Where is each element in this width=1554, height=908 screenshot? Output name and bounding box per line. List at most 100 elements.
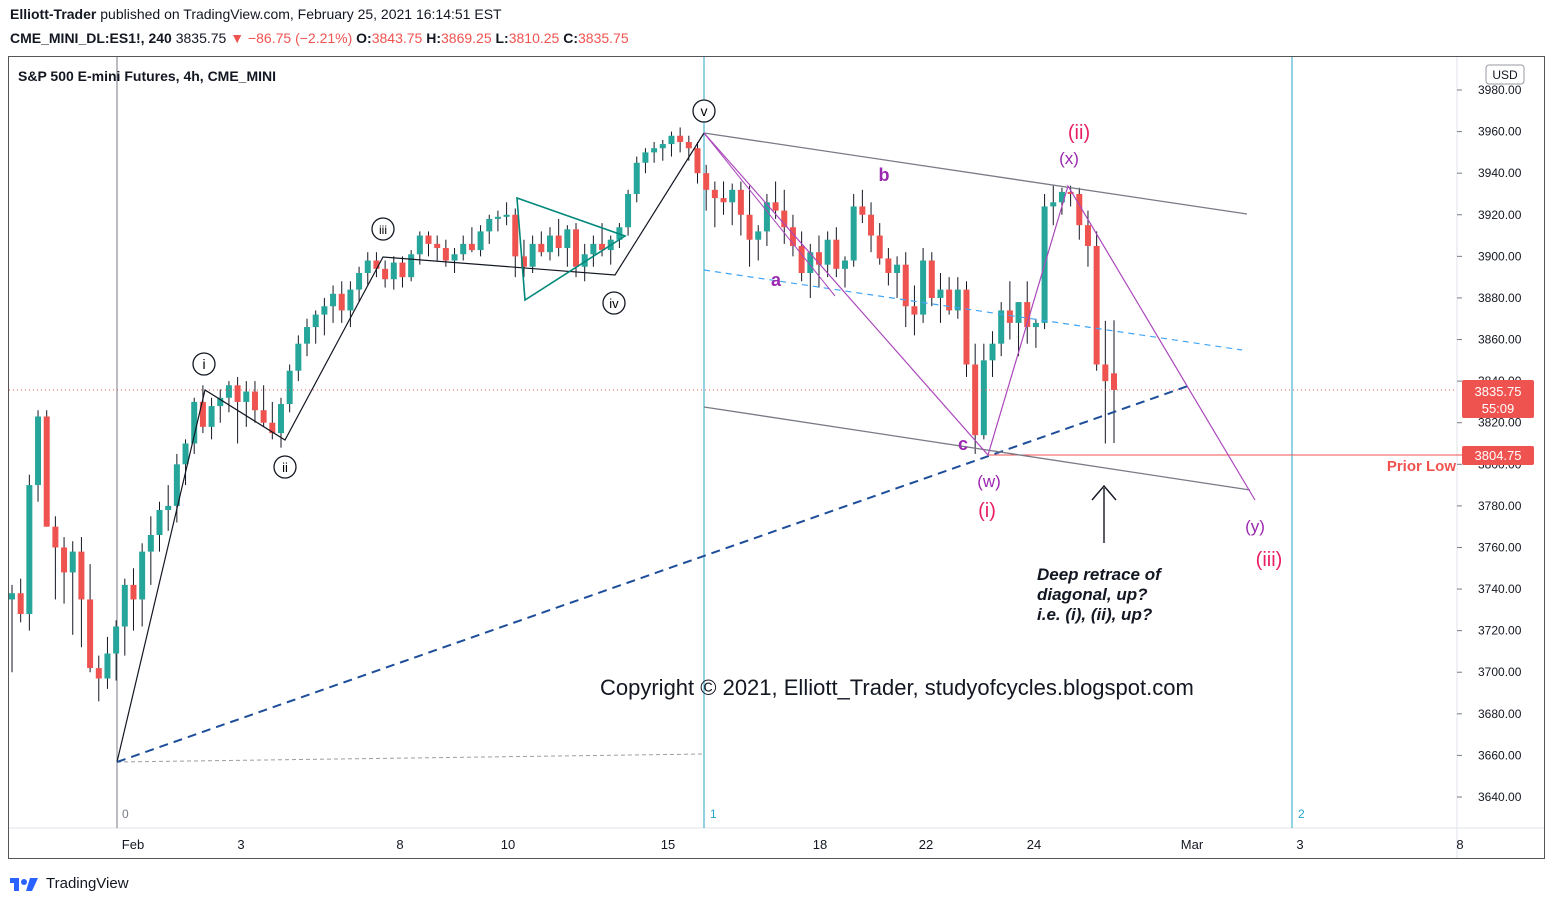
- price-tick-label: 3660.00: [1478, 748, 1522, 762]
- close-value: 3835.75: [578, 30, 629, 46]
- wave-label-paren-ii: (ii): [1068, 122, 1090, 144]
- candle: [191, 397, 198, 454]
- candle: [139, 543, 146, 627]
- support-trendline: [116, 385, 1189, 763]
- candle: [711, 181, 718, 228]
- candle: [61, 537, 68, 604]
- candle: [729, 183, 736, 226]
- candle: [954, 277, 961, 319]
- wave-label-w: (w): [977, 472, 1001, 491]
- candle: [17, 578, 24, 623]
- price-tick-label: 3880.00: [1478, 291, 1522, 305]
- candle: [546, 227, 553, 261]
- price-tick-label: 3740.00: [1478, 582, 1522, 596]
- candle: [980, 343, 987, 440]
- high-label: H:: [426, 30, 441, 46]
- candle: [477, 225, 484, 257]
- candle: [885, 248, 892, 286]
- svg-text:ii: ii: [282, 460, 288, 475]
- candle: [121, 578, 128, 656]
- candle: [468, 227, 475, 253]
- currency-button[interactable]: USD: [1485, 64, 1525, 85]
- candle: [373, 252, 380, 278]
- wave-label-v: v: [692, 99, 716, 123]
- publish-line: Elliott-Trader published on TradingView.…: [10, 6, 502, 22]
- candle: [520, 239, 527, 278]
- prior-low-price: 3804.75: [1475, 448, 1522, 463]
- wave-label-iii: iii: [371, 217, 395, 241]
- wave-label-b: b: [879, 165, 890, 185]
- candle: [304, 318, 311, 357]
- candle: [416, 231, 423, 265]
- price-tick-label: 3860.00: [1478, 333, 1522, 347]
- candle: [538, 231, 545, 257]
- wave-label-a: a: [771, 270, 782, 290]
- candle: [26, 474, 33, 631]
- last-price-tag-value: 3835.75: [1475, 384, 1522, 399]
- price-tick-label: 3720.00: [1478, 624, 1522, 638]
- candle: [113, 620, 120, 681]
- candle: [590, 235, 597, 267]
- candle: [52, 516, 59, 600]
- high-value: 3869.25: [441, 30, 492, 46]
- candle: [408, 250, 415, 282]
- wave-label-c: c: [958, 434, 968, 454]
- candle: [330, 285, 337, 323]
- candle: [321, 297, 328, 336]
- candle: [503, 202, 510, 226]
- candle: [1067, 185, 1074, 207]
- candle: [286, 364, 293, 413]
- time-axis[interactable]: Feb 3 8 10 15 18 22 24 Mar 3 8: [122, 837, 1464, 852]
- time-tick-label: Mar: [1181, 837, 1204, 852]
- candle: [1058, 187, 1065, 215]
- candle: [642, 148, 649, 174]
- candle: [946, 277, 953, 315]
- candle: [798, 231, 805, 282]
- tradingview-footer[interactable]: TradingView: [10, 874, 129, 892]
- open-label: O:: [356, 30, 372, 46]
- candle: [850, 193, 857, 267]
- wave-label-x: (x): [1059, 149, 1079, 168]
- candle: [173, 453, 180, 523]
- candle: [720, 181, 727, 215]
- triangle-pattern: [516, 196, 627, 302]
- price-axis[interactable]: 3640.00 3660.00 3680.00 3700.00 3720.00 3740.…: [1457, 83, 1522, 804]
- candle: [512, 208, 519, 278]
- close-label: C:: [563, 30, 578, 46]
- price-tick-label: 3980.00: [1478, 83, 1522, 97]
- svg-text:iii: iii: [379, 223, 387, 237]
- candle: [312, 310, 319, 344]
- candle: [659, 139, 666, 161]
- candle: [1024, 281, 1031, 344]
- candle: [364, 252, 371, 286]
- candle: [1111, 320, 1117, 443]
- svg-text:v: v: [701, 103, 708, 119]
- annotation-line-3: i.e. (i), (ii), up?: [1037, 605, 1153, 624]
- candle: [998, 302, 1005, 357]
- wave-label-paren-iii: (iii): [1256, 549, 1283, 571]
- channel-upper-line: [703, 132, 1248, 215]
- candle: [928, 252, 935, 307]
- candle: [442, 239, 449, 267]
- price-tick-label: 3680.00: [1478, 707, 1522, 721]
- channel-lower-line: [703, 406, 1251, 491]
- candle: [251, 381, 258, 423]
- copyright-text: Copyright © 2021, Elliott_Trader, studyo…: [600, 675, 1194, 700]
- candle: [859, 189, 866, 224]
- candle: [1050, 185, 1057, 226]
- svg-text:iv: iv: [609, 296, 619, 311]
- candle: [295, 335, 302, 382]
- candle: [95, 655, 102, 702]
- cycle-label-0: 0: [122, 807, 129, 821]
- cycle-label-2: 2: [1298, 807, 1305, 821]
- candle: [382, 260, 389, 288]
- candle: [920, 248, 927, 323]
- time-tick-label: 3: [1296, 837, 1303, 852]
- candle-series: [9, 127, 1117, 702]
- candle: [460, 235, 467, 261]
- prior-low-label: Prior Low: [1387, 458, 1457, 475]
- prior-low-tag: 3804.75: [1462, 446, 1534, 465]
- author-name[interactable]: Elliott-Trader: [10, 6, 97, 22]
- candle: [225, 381, 232, 413]
